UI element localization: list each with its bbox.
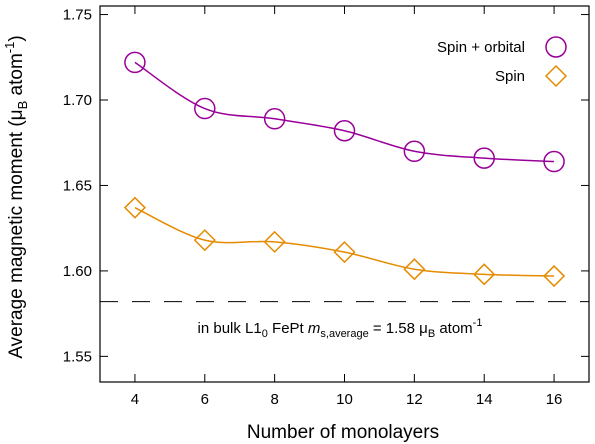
x-tick-label: 16: [546, 391, 563, 408]
legend-label-spin: Spin: [495, 68, 525, 85]
y-axis-label: Average magnetic moment (μB atom-1): [2, 35, 30, 358]
x-tick-label: 12: [406, 391, 423, 408]
x-tick-label: 4: [131, 391, 139, 408]
data-point-spin: [263, 230, 286, 253]
data-point-spin-orbital: [124, 51, 146, 74]
series-line-spin-orbital: [134, 61, 555, 163]
data-point-spin-orbital: [543, 150, 565, 173]
x-tick-label: 10: [336, 391, 353, 408]
x-tick-label: 6: [201, 391, 209, 408]
series-line-spin: [134, 206, 555, 277]
y-tick-label: 1.55: [63, 348, 92, 365]
data-point-spin-orbital: [333, 120, 356, 142]
data-point-spin-orbital: [473, 147, 495, 169]
y-tick-label: 1.75: [63, 7, 92, 24]
legend-label-spin-orbital: Spin + orbital: [437, 39, 525, 56]
data-point-spin: [543, 264, 566, 288]
bulk-reference-annotation: in bulk L10 FePt ms,average = 1.58 μB at…: [198, 317, 483, 340]
x-tick-label: 14: [476, 391, 493, 408]
data-point-spin: [123, 196, 146, 219]
y-tick-label: 1.65: [63, 177, 92, 194]
plot-frame: [99, 5, 590, 383]
x-tick-label: 8: [270, 391, 278, 408]
data-point-spin: [473, 263, 496, 286]
x-axis-label: Number of monolayers: [247, 422, 439, 443]
y-tick-label: 1.60: [63, 263, 92, 280]
data-point-spin-orbital: [263, 108, 286, 130]
data-point-spin: [403, 258, 426, 281]
data-point-spin-orbital: [403, 140, 426, 163]
data-point-spin-orbital: [194, 97, 216, 120]
y-tick-label: 1.70: [63, 92, 92, 109]
data-point-spin: [333, 241, 356, 264]
data-point-spin: [193, 229, 216, 252]
legend-marker-spin: [544, 64, 568, 88]
legend-marker-spin-orbital: [545, 36, 567, 58]
